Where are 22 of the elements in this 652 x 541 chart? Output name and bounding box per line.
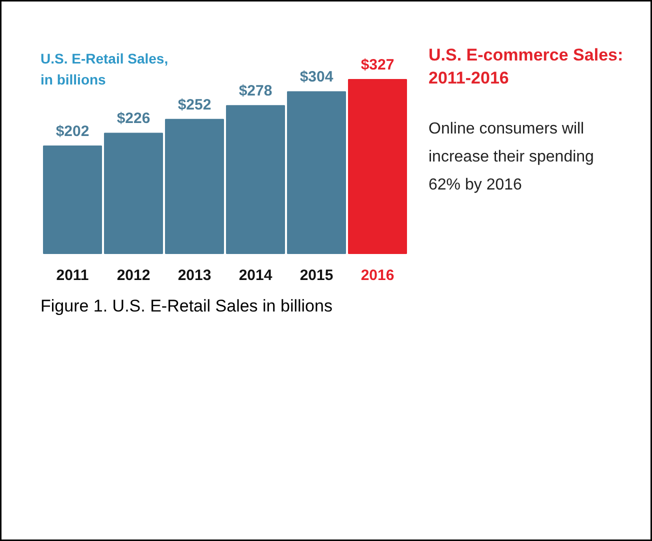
data-label: $327 bbox=[360, 56, 394, 74]
x-tick-label: 2016 bbox=[360, 267, 394, 284]
data-label: $304 bbox=[300, 68, 334, 86]
bar bbox=[104, 132, 163, 254]
x-tick-label: 2011 bbox=[56, 267, 89, 284]
data-label: $226 bbox=[116, 110, 150, 128]
text: Online consumers will increase their spending 62% by 2016 bbox=[428, 120, 594, 194]
bar bbox=[43, 146, 102, 254]
bar bbox=[226, 105, 285, 254]
bar bbox=[165, 118, 224, 254]
data-label: $278 bbox=[238, 82, 272, 100]
x-tick-label: 2014 bbox=[238, 267, 273, 284]
chart-subtitle: U.S. E-Retail Sales, in billions bbox=[40, 50, 168, 88]
text: U.S. E-commerce Sales: 2011-2016 bbox=[428, 46, 624, 88]
data-label: $202 bbox=[56, 123, 90, 140]
bar bbox=[287, 91, 346, 254]
bar bbox=[348, 79, 407, 254]
caption: Figure 1. U.S. E-Retail Sales in billions bbox=[40, 296, 332, 316]
x-tick-label: 2012 bbox=[116, 267, 150, 284]
data-label: $252 bbox=[178, 96, 212, 114]
x-tick-label: 2015 bbox=[300, 267, 334, 284]
x-tick-label: 2013 bbox=[178, 267, 212, 284]
